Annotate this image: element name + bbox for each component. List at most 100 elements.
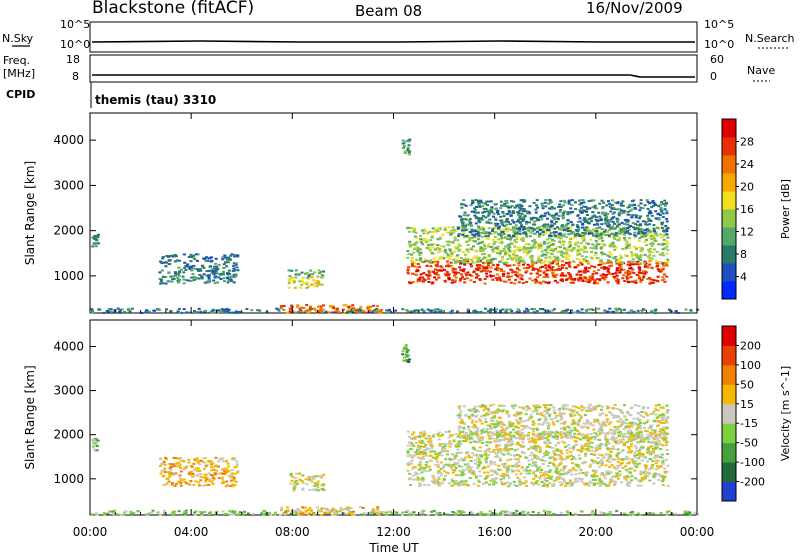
data-cell: [198, 470, 202, 472]
data-cell: [437, 476, 441, 479]
data-cell: [292, 488, 296, 491]
data-cell: [544, 437, 548, 439]
data-cell: [500, 258, 504, 261]
data-cell: [486, 474, 490, 477]
data-cell: [292, 484, 296, 487]
data-cell: [222, 481, 225, 483]
data-cell: [653, 448, 657, 450]
data-cell: [558, 211, 562, 214]
data-cell: [557, 227, 561, 230]
data-cell: [533, 462, 536, 465]
data-cell: [498, 456, 502, 459]
data-cell: [618, 211, 622, 214]
data-cell: [433, 482, 436, 485]
data-cell: [616, 224, 620, 227]
data-cell: [559, 242, 563, 245]
data-cell: [527, 472, 531, 475]
data-cell: [458, 470, 462, 472]
data-cell: [477, 464, 481, 467]
data-cell: [461, 233, 465, 236]
data-cell: [488, 441, 492, 444]
data-cell: [613, 238, 617, 240]
data-cell: [551, 243, 555, 246]
data-cell: [527, 210, 531, 213]
data-cell: [583, 217, 587, 220]
data-cell: [626, 263, 630, 266]
data-cell: [628, 245, 631, 248]
data-cell: [457, 481, 461, 484]
data-cell: [305, 271, 309, 274]
data-cell: [494, 277, 498, 279]
data-cell: [544, 433, 548, 436]
data-cell: [491, 432, 495, 435]
data-cell: [526, 310, 530, 313]
data-cell: [216, 311, 220, 314]
data-cell: [410, 253, 414, 256]
data-cell: [315, 285, 319, 288]
data-cell: [597, 263, 601, 266]
data-cell: [419, 445, 423, 448]
data-cell: [644, 231, 648, 234]
data-cell: [523, 310, 527, 313]
data-cell: [204, 484, 208, 487]
data-cell: [477, 219, 481, 222]
data-cell: [641, 229, 645, 232]
data-cell: [666, 242, 670, 245]
data-cell: [486, 215, 490, 218]
data-cell: [479, 439, 483, 442]
data-cell: [651, 242, 655, 245]
data-cell: [344, 304, 348, 307]
data-cell: [208, 459, 212, 462]
data-cell: [223, 280, 226, 283]
data-cell: [443, 250, 447, 253]
data-cell: [317, 305, 321, 308]
data-cell: [636, 224, 639, 227]
data-cell: [660, 432, 664, 435]
data-cell: [499, 279, 503, 282]
data-cell: [178, 279, 182, 282]
data-cell: [665, 245, 669, 248]
data-cell: [428, 231, 432, 234]
data-cell: [532, 477, 536, 480]
data-cell: [405, 353, 408, 356]
data-cell: [643, 265, 647, 268]
data-cell: [571, 435, 575, 438]
data-cell: [536, 445, 540, 447]
data-cell: [639, 470, 643, 473]
data-cell: [205, 270, 209, 273]
data-cell: [95, 439, 99, 442]
data-cell: [406, 272, 410, 275]
data-cell: [598, 439, 601, 441]
data-cell: [359, 305, 363, 308]
data-cell: [301, 474, 305, 477]
data-cell: [548, 461, 551, 464]
data-cell: [652, 447, 655, 450]
data-cell: [635, 256, 639, 259]
data-cell: [287, 280, 291, 283]
data-cell: [645, 199, 649, 202]
data-cell: [615, 270, 619, 273]
data-cell: [439, 256, 442, 259]
data-cell: [603, 214, 607, 217]
data-cell: [507, 476, 511, 479]
data-cell: [402, 359, 406, 362]
data-cell: [612, 256, 616, 259]
data-cell: [195, 268, 199, 271]
data-cell: [652, 473, 656, 476]
data-cell: [647, 229, 651, 232]
data-cell: [509, 482, 512, 485]
data-cell: [447, 265, 451, 268]
data-cell: [590, 276, 594, 279]
data-cell: [448, 440, 452, 442]
data-cell: [502, 233, 506, 236]
data-cell: [408, 453, 412, 456]
data-cell: [522, 251, 526, 254]
freq-panel: Freq. [MHz] 18 8 60 0 Nave: [3, 53, 775, 83]
data-cell: [591, 469, 595, 472]
data-cell: [552, 457, 556, 460]
data-cell: [477, 465, 481, 468]
data-cell: [182, 271, 186, 274]
data-cell: [543, 249, 547, 252]
data-cell: [415, 450, 419, 453]
data-cell: [594, 478, 598, 481]
